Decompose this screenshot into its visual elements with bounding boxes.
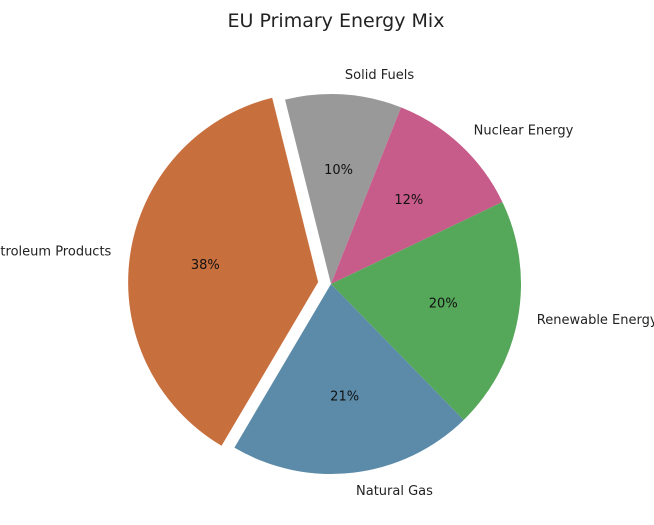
pie-category-label: Solid Fuels: [345, 68, 414, 83]
pie-slice-nuclear-energy: [331, 107, 503, 285]
pie-category-label: Nuclear Energy: [474, 124, 574, 139]
pie-slice-petroleum-products: [128, 97, 319, 446]
pie-percent-label: 21%: [330, 390, 359, 405]
pie-category-label: Natural Gas: [356, 484, 433, 499]
pie-slice-natural-gas: [234, 284, 464, 474]
pie-category-label: Petroleum Products: [0, 245, 112, 260]
pie-percent-label: 10%: [324, 163, 353, 178]
pie-slice-solid-fuels: [285, 93, 402, 284]
pie-percent-label: 12%: [394, 193, 423, 208]
pie-category-label: Renewable Energy: [537, 313, 654, 328]
pie-slices: [128, 93, 522, 474]
pie-slice-renewable-energy: [331, 201, 522, 420]
chart-title: EU Primary Energy Mix: [228, 10, 445, 32]
pie-percent-label: 20%: [429, 296, 458, 311]
pie-labels: 10% Solid Fuels 12% Nuclear Energy 20% Renewa…: [0, 68, 654, 499]
pie-percent-label: 38%: [191, 258, 220, 273]
